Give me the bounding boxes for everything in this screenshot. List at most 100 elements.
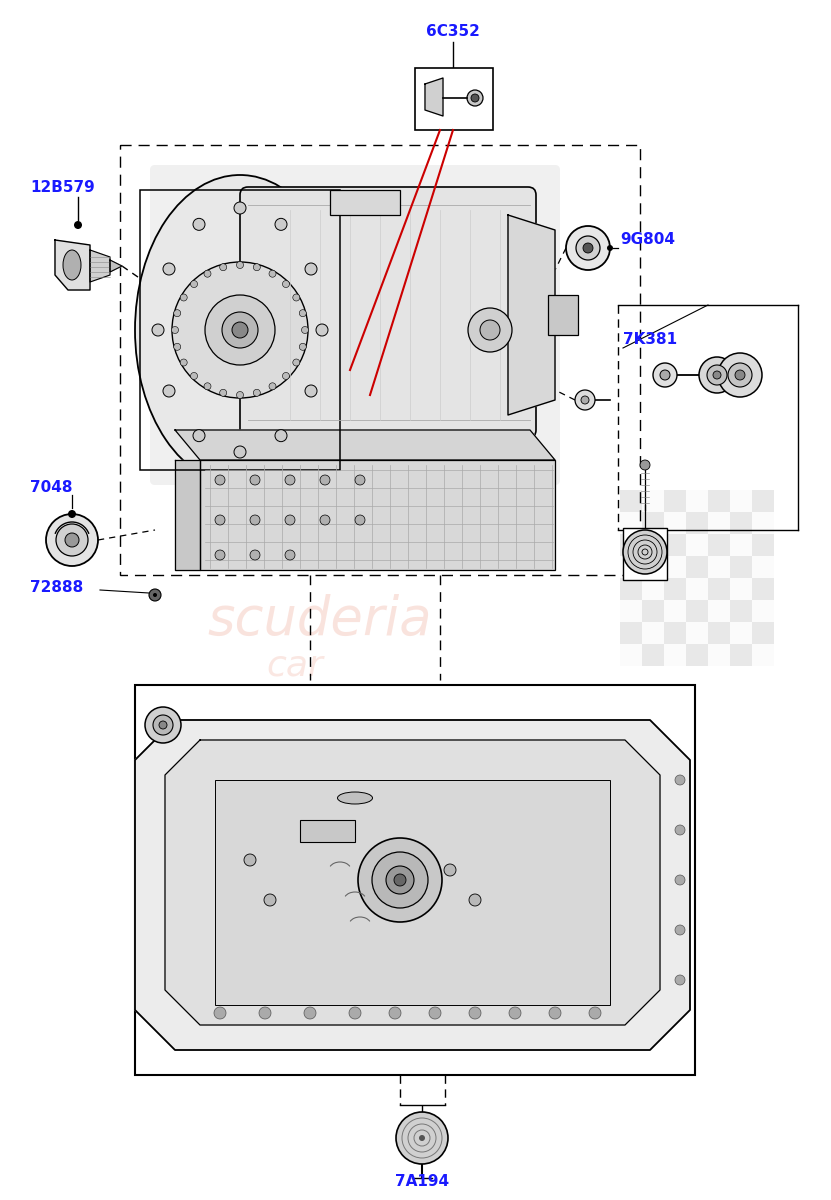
Text: 7A194: 7A194 — [395, 1175, 449, 1189]
Circle shape — [583, 242, 593, 253]
Circle shape — [159, 721, 167, 728]
Circle shape — [180, 294, 187, 301]
Bar — [135, 685, 695, 1075]
Circle shape — [171, 326, 179, 334]
Circle shape — [389, 1007, 401, 1019]
Circle shape — [152, 324, 164, 336]
Circle shape — [419, 1135, 425, 1141]
Bar — [686, 490, 708, 512]
Circle shape — [285, 515, 295, 526]
Text: 7048: 7048 — [30, 480, 72, 496]
Bar — [708, 578, 730, 600]
Circle shape — [56, 524, 88, 556]
Circle shape — [372, 852, 428, 908]
Circle shape — [640, 460, 650, 470]
Bar — [620, 622, 642, 644]
Bar — [752, 644, 774, 666]
Bar — [686, 622, 708, 644]
Bar — [708, 600, 730, 622]
Bar — [300, 820, 355, 842]
Bar — [686, 644, 708, 666]
Bar — [752, 534, 774, 556]
Bar — [664, 490, 686, 512]
Bar — [708, 556, 730, 578]
Bar — [620, 490, 642, 512]
Bar — [200, 460, 555, 570]
Circle shape — [65, 533, 79, 547]
Bar — [730, 556, 752, 578]
Bar — [642, 578, 664, 600]
Circle shape — [264, 894, 276, 906]
Polygon shape — [135, 720, 690, 1050]
Bar — [664, 622, 686, 644]
Circle shape — [396, 1112, 448, 1164]
Ellipse shape — [135, 175, 345, 485]
Circle shape — [250, 550, 260, 560]
Circle shape — [735, 370, 745, 380]
Bar — [752, 490, 774, 512]
Circle shape — [237, 391, 243, 398]
Circle shape — [193, 218, 205, 230]
Circle shape — [275, 218, 287, 230]
Circle shape — [699, 358, 735, 392]
Circle shape — [386, 866, 414, 894]
Bar — [664, 600, 686, 622]
Circle shape — [675, 974, 685, 985]
Circle shape — [293, 294, 300, 301]
Polygon shape — [425, 78, 443, 116]
Bar — [752, 578, 774, 600]
Bar — [548, 295, 578, 335]
Text: scuderia: scuderia — [208, 594, 432, 646]
Bar — [708, 622, 730, 644]
Bar — [620, 534, 642, 556]
Bar — [730, 622, 752, 644]
Circle shape — [174, 310, 180, 317]
Circle shape — [222, 312, 258, 348]
Circle shape — [394, 874, 406, 886]
Circle shape — [250, 475, 260, 485]
Bar — [708, 512, 730, 534]
Ellipse shape — [337, 792, 372, 804]
Circle shape — [215, 475, 225, 485]
Circle shape — [607, 245, 613, 251]
Bar — [664, 556, 686, 578]
Bar — [708, 534, 730, 556]
Bar — [752, 622, 774, 644]
Bar — [708, 644, 730, 666]
Circle shape — [469, 1007, 481, 1019]
Bar — [752, 556, 774, 578]
Circle shape — [469, 894, 481, 906]
Bar — [686, 512, 708, 534]
Bar — [642, 644, 664, 666]
Text: 9G804: 9G804 — [620, 233, 675, 247]
Circle shape — [234, 202, 246, 214]
Polygon shape — [90, 250, 110, 282]
Bar — [642, 512, 664, 534]
Circle shape — [320, 515, 330, 526]
Circle shape — [566, 226, 610, 270]
Circle shape — [581, 396, 589, 404]
Circle shape — [320, 475, 330, 485]
Circle shape — [468, 308, 512, 352]
Circle shape — [299, 343, 307, 350]
Ellipse shape — [63, 250, 81, 280]
Circle shape — [46, 514, 98, 566]
Circle shape — [467, 90, 483, 106]
Bar — [620, 600, 642, 622]
Circle shape — [190, 281, 198, 288]
Circle shape — [293, 359, 300, 366]
Circle shape — [675, 826, 685, 835]
Circle shape — [355, 475, 365, 485]
Circle shape — [623, 530, 667, 574]
Circle shape — [718, 353, 762, 397]
Text: 12B579: 12B579 — [30, 180, 95, 194]
Text: car: car — [267, 648, 323, 682]
Circle shape — [299, 310, 307, 317]
Circle shape — [253, 389, 260, 396]
Circle shape — [304, 1007, 316, 1019]
Bar — [642, 556, 664, 578]
Circle shape — [675, 775, 685, 785]
Bar — [730, 644, 752, 666]
Bar — [664, 534, 686, 556]
Bar — [620, 578, 642, 600]
